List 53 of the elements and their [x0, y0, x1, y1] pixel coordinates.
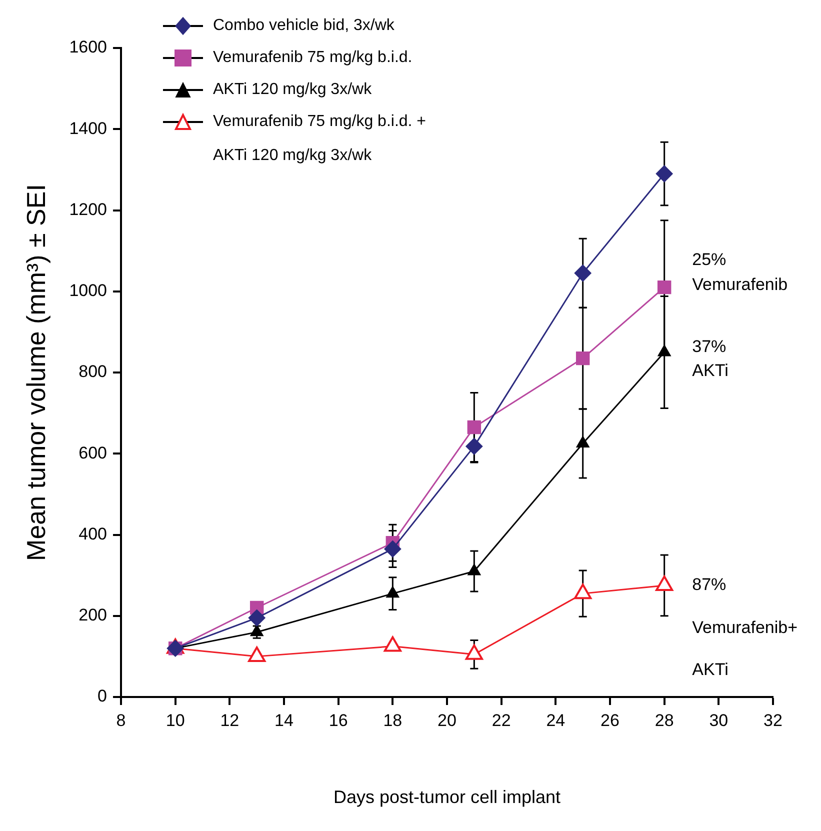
point — [576, 436, 590, 448]
y-tick-label: 600 — [78, 443, 108, 462]
y-tick-label: 0 — [98, 686, 108, 706]
x-axis-title: Days post-tumor cell implant — [333, 787, 561, 808]
point — [465, 644, 483, 660]
y-tick-label: 200 — [78, 606, 108, 625]
y-axis-title: Mean tumor volume (mm³) ± SEI — [20, 184, 51, 561]
x-tick-label: 32 — [764, 710, 782, 730]
point — [656, 165, 673, 182]
point — [248, 646, 266, 662]
x-tick-label: 16 — [328, 710, 348, 730]
point — [574, 264, 592, 282]
y-tick-label: 1000 — [69, 281, 108, 300]
x-tick-label: 26 — [600, 710, 620, 730]
y-tick-label: 800 — [78, 362, 108, 382]
point — [386, 586, 400, 598]
y-tick-label: 400 — [78, 524, 108, 544]
legend-label: Vemurafenib 75 mg/kg b.i.d. — [213, 48, 412, 68]
point — [467, 420, 482, 434]
point — [384, 636, 402, 652]
y-tick-label: 1600 — [69, 38, 108, 57]
x-tick-label: 8 — [116, 710, 126, 730]
point — [384, 540, 402, 558]
x-tick-label: 10 — [166, 710, 185, 730]
annotation: Vemurafenib+ — [692, 618, 798, 638]
point — [576, 351, 590, 366]
annotation: AKTi — [692, 660, 728, 680]
legend-label: Vemurafenib 75 mg/kg b.i.d. + AKTi 120 mg/kg 3x/wk — [213, 112, 426, 166]
annotation: AKTi — [692, 361, 728, 382]
point — [656, 575, 674, 591]
point — [657, 280, 672, 294]
x-tick-label: 24 — [546, 710, 566, 730]
annotation: Vemurafenib — [692, 274, 788, 295]
point — [574, 584, 592, 600]
point — [250, 624, 264, 636]
x-tick-label: 28 — [654, 710, 674, 730]
x-tick-label: 30 — [709, 710, 728, 730]
x-tick-label: 20 — [438, 710, 456, 730]
annotation: 87% — [692, 575, 726, 596]
point — [468, 564, 481, 576]
y-tick-label: 1400 — [69, 118, 108, 138]
x-tick-label: 12 — [220, 710, 240, 730]
x-tick-label: 22 — [492, 710, 511, 730]
annotation: 37% — [692, 336, 726, 357]
point — [658, 344, 671, 356]
y-tick-label: 1200 — [69, 200, 108, 219]
legend-label: AKTi 120 mg/kg 3x/wk — [213, 80, 372, 100]
x-tick-label: 18 — [383, 710, 402, 730]
x-tick-label: 14 — [274, 710, 294, 730]
point — [248, 609, 266, 626]
legend-label: Combo vehicle bid, 3x/wk — [213, 16, 394, 36]
annotation: 25% — [692, 250, 726, 270]
point — [466, 438, 483, 455]
